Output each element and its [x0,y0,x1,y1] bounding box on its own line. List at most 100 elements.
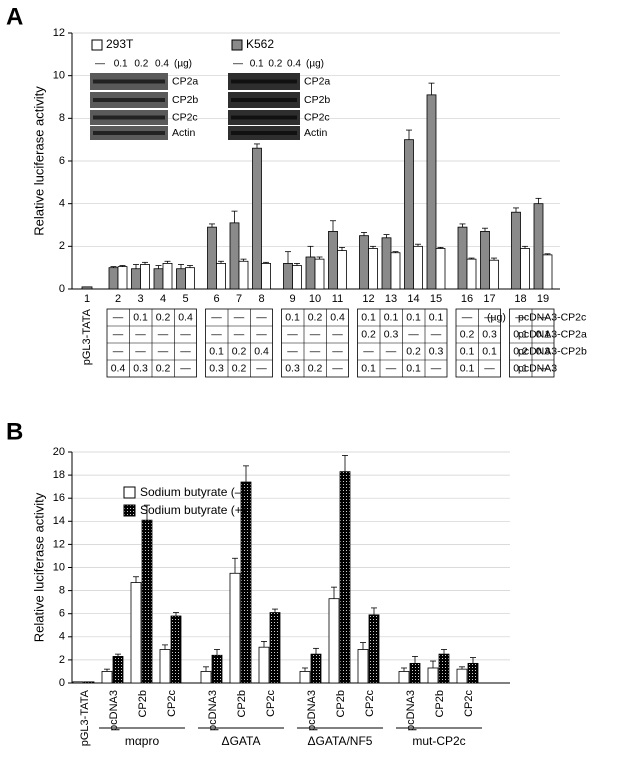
y-tick-label: 12 [53,538,65,550]
bar [489,259,499,290]
table-cell: — [310,328,321,340]
bar [457,226,468,290]
table-cell: — [363,345,374,357]
table-cell: 0.3 [536,345,551,357]
bar [426,94,437,290]
blot-signal [93,98,165,102]
group-label: ΔGATA/NF5 [308,734,373,748]
bar [141,519,153,684]
bar [117,266,128,290]
table-cell: — [256,328,267,340]
bar [292,265,302,290]
bar [390,252,401,290]
table-cell: 0.1 [133,311,148,323]
x-tick-label: 15 [430,293,442,305]
bar [200,671,212,684]
blot-signal [93,79,165,84]
y-tick-label: 2 [59,240,65,252]
table-cell: 0.1 [513,362,528,374]
blot-signal [231,115,297,120]
group-label: mut-CP2c [412,734,465,748]
bar [207,226,217,290]
group-label: ΔGATA [222,734,261,748]
bar [328,230,338,290]
blot-label: CP2c [172,111,198,123]
x-tick-label: 16 [461,293,473,305]
table-cell: 0.3 [429,345,444,357]
table-cell: 0.2 [513,345,528,357]
table-cell: — [332,362,343,374]
bar [229,222,240,290]
bar [438,653,450,684]
x-tick-label: 6 [213,293,219,305]
table-cell: — [287,345,298,357]
table-cell: 0.4 [254,345,269,357]
table-cell: 0.1 [429,311,444,323]
table-cell: 0.2 [308,362,323,374]
table-cell: 0.1 [513,328,528,340]
table-row-label: pcDNA3 [518,362,557,374]
table-cell: — [484,362,495,374]
blot-label: Actin [304,127,328,139]
lane-label: pGL3-TATA [81,308,93,365]
table-cell: 0.2 [232,345,247,357]
bar [131,268,141,290]
table-cell: — [113,311,124,323]
table-cell: 0.1 [285,311,300,323]
blot-header: — [95,59,105,70]
table-cell: — [113,328,124,340]
bar [368,614,380,684]
table-cell: — [538,311,549,323]
y-tick-label: 8 [59,585,65,597]
table-cell: 0.3 [482,328,497,340]
y-tick-label: 10 [53,70,65,82]
table-cell: 0.4 [330,311,345,323]
blot-header: — [233,59,243,70]
bar [339,471,351,684]
legend-label: Sodium butyrate (+) [140,503,246,517]
bar [299,671,311,684]
bar [176,268,186,290]
bar [261,262,271,290]
bar [153,268,164,290]
bar [427,667,439,684]
table-cell: 0.1 [384,311,399,323]
bar [101,671,113,684]
panel-letter: A [6,3,23,30]
table-cell: — [386,345,397,357]
blot-signal [231,98,297,102]
y-tick-label: 8 [59,112,65,124]
table-cell: 0.2 [460,328,475,340]
blot-header: 0.2 [268,59,282,70]
bar [140,264,150,290]
table-cell: — [113,345,124,357]
x-tick-label: 3 [137,293,143,305]
blot-signal [93,131,165,135]
blot-label: CP2a [172,75,198,87]
bar [542,254,553,290]
legend-swatch [231,39,243,51]
legend-swatch [123,504,136,517]
bar [72,681,84,684]
table-row-label: pcDNA3-CP2c [518,311,586,323]
bar [159,649,171,684]
table-cell: 0.1 [406,311,421,323]
bar [211,654,223,684]
y-tick-label: 6 [59,608,65,620]
legend-label: 293T [106,37,134,51]
x-tick-label: 1 [84,293,90,305]
blot-unit: (µg) [174,59,192,70]
table-cell: 0.2 [308,311,323,323]
x-tick-label: pcDNA3 [207,690,219,731]
panel-letter: B [6,418,23,445]
table-cell: — [462,311,473,323]
bar [83,681,95,684]
table-cell: 0.1 [361,311,376,323]
blot-label: CP2b [304,94,330,106]
y-axis-label: Relative luciferase activity [31,492,46,642]
blot-signal [231,79,297,84]
blot-header: 0.4 [287,59,301,70]
bar [216,262,226,290]
y-tick-label: 6 [59,155,65,167]
bar [269,612,281,684]
